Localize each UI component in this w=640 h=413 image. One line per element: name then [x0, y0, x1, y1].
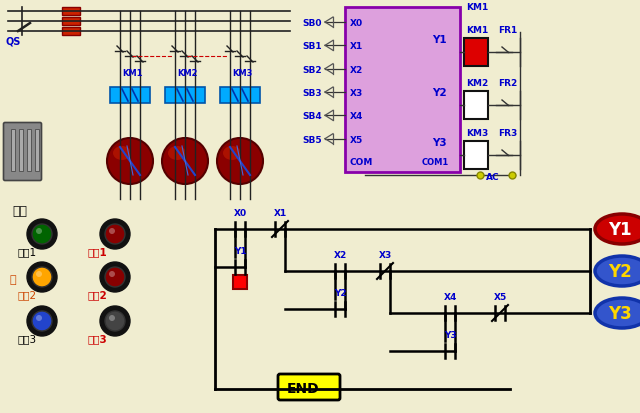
Text: SB0: SB0 — [302, 19, 321, 28]
Bar — [233, 275, 247, 289]
Ellipse shape — [595, 214, 640, 244]
Text: 🔥: 🔥 — [10, 274, 17, 284]
Text: KM2: KM2 — [466, 79, 488, 88]
FancyBboxPatch shape — [278, 374, 340, 400]
Circle shape — [32, 224, 52, 244]
Text: Y2: Y2 — [432, 88, 447, 98]
Text: Y1: Y1 — [608, 221, 632, 238]
Text: X3: X3 — [379, 250, 392, 259]
Bar — [464, 39, 488, 67]
Text: X5: X5 — [350, 135, 364, 144]
Text: 停止2: 停止2 — [88, 289, 108, 299]
Circle shape — [109, 271, 115, 277]
Circle shape — [105, 311, 125, 331]
Text: AC: AC — [486, 173, 500, 182]
Text: KM2: KM2 — [177, 69, 198, 78]
Circle shape — [32, 267, 52, 287]
Circle shape — [36, 271, 42, 277]
Bar — [62, 28, 80, 36]
Text: 启动2: 启动2 — [17, 289, 36, 299]
Circle shape — [100, 219, 130, 249]
Text: SB2: SB2 — [302, 66, 322, 74]
Text: KM1: KM1 — [122, 69, 143, 78]
Text: X5: X5 — [494, 292, 508, 301]
Circle shape — [109, 228, 115, 235]
Text: KM1: KM1 — [466, 26, 488, 35]
Circle shape — [27, 219, 57, 249]
Circle shape — [105, 267, 125, 287]
Circle shape — [32, 311, 52, 331]
Text: COM1: COM1 — [422, 158, 449, 166]
Text: 启动3: 启动3 — [17, 333, 36, 343]
Text: KM1: KM1 — [466, 3, 488, 12]
Text: FR1: FR1 — [498, 26, 517, 35]
Ellipse shape — [113, 147, 131, 161]
Text: Y2: Y2 — [334, 288, 347, 297]
Text: Y1: Y1 — [432, 35, 447, 45]
Bar — [110, 88, 150, 104]
Bar — [62, 18, 80, 26]
Bar — [35, 130, 39, 171]
Text: X1: X1 — [350, 42, 364, 51]
Text: Y3: Y3 — [608, 304, 632, 322]
Ellipse shape — [107, 139, 153, 185]
Text: X2: X2 — [334, 250, 348, 259]
Text: X1: X1 — [274, 209, 287, 218]
Text: X0: X0 — [350, 19, 363, 28]
Bar — [464, 92, 488, 120]
FancyBboxPatch shape — [3, 123, 42, 181]
Ellipse shape — [595, 298, 640, 328]
Text: Y3: Y3 — [432, 138, 447, 147]
Text: 电源: 电源 — [12, 204, 27, 218]
Text: 停止1: 停止1 — [88, 247, 108, 256]
Text: END: END — [287, 381, 319, 395]
Bar — [19, 130, 23, 171]
Text: QS: QS — [5, 36, 20, 46]
Bar — [11, 130, 15, 171]
Text: KM3: KM3 — [232, 69, 252, 78]
Bar — [220, 88, 260, 104]
Circle shape — [100, 262, 130, 292]
Text: 启动1: 启动1 — [17, 247, 36, 256]
Text: FR2: FR2 — [498, 79, 517, 88]
Ellipse shape — [223, 147, 241, 161]
Text: X0: X0 — [234, 209, 247, 218]
Text: Y1: Y1 — [234, 247, 246, 255]
Text: Y2: Y2 — [608, 262, 632, 280]
Text: 停止3: 停止3 — [88, 333, 108, 343]
Bar — [27, 130, 31, 171]
Circle shape — [27, 306, 57, 336]
Bar — [345, 8, 460, 173]
Text: X3: X3 — [350, 89, 364, 98]
Ellipse shape — [217, 139, 263, 185]
Circle shape — [27, 262, 57, 292]
Ellipse shape — [168, 147, 186, 161]
Circle shape — [100, 306, 130, 336]
Text: FR3: FR3 — [498, 129, 517, 138]
Bar — [464, 142, 488, 170]
Text: X4: X4 — [444, 292, 458, 301]
Text: SB4: SB4 — [302, 112, 322, 121]
Circle shape — [36, 315, 42, 321]
Text: X2: X2 — [350, 66, 364, 74]
Text: SB5: SB5 — [302, 135, 322, 144]
Text: SB3: SB3 — [302, 89, 322, 98]
Text: Y3: Y3 — [444, 330, 456, 339]
Text: X4: X4 — [350, 112, 364, 121]
Circle shape — [36, 228, 42, 235]
Bar — [165, 88, 205, 104]
Text: KM3: KM3 — [466, 129, 488, 138]
Bar — [62, 8, 80, 16]
Text: COM: COM — [350, 158, 373, 166]
Ellipse shape — [595, 256, 640, 286]
Text: SB1: SB1 — [302, 42, 322, 51]
Ellipse shape — [162, 139, 208, 185]
Circle shape — [109, 315, 115, 321]
Circle shape — [105, 224, 125, 244]
